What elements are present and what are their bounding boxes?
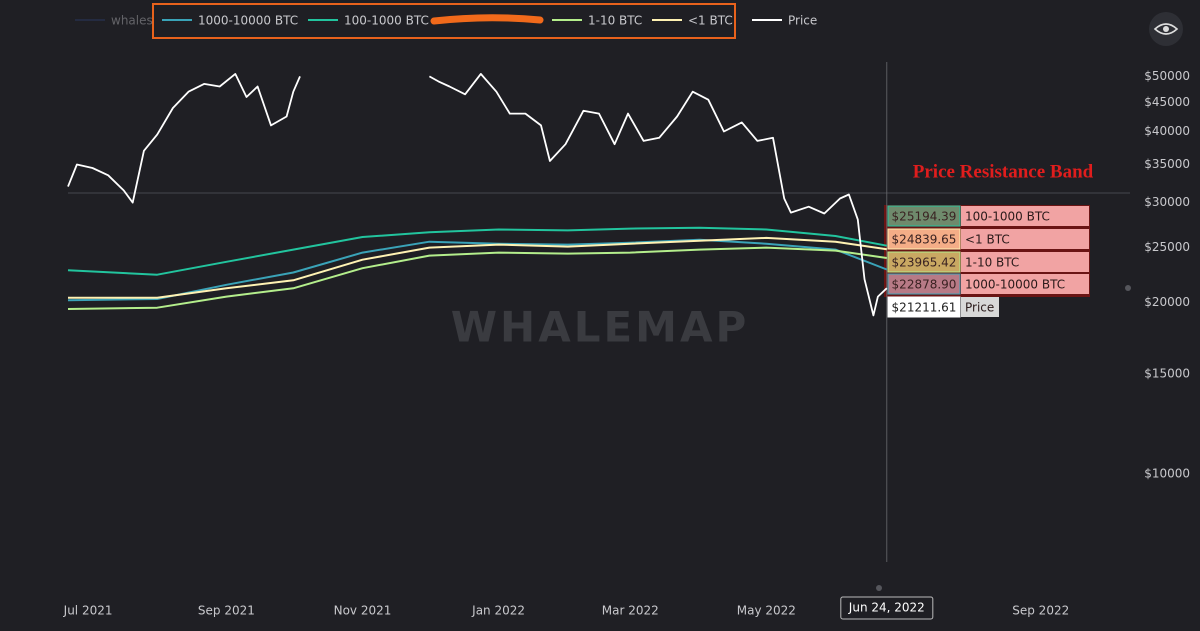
y-tick-label: $20000 [1144,295,1190,309]
legend-label: <1 BTC [688,14,733,28]
value-tag [887,273,961,295]
value-label: $21211.61 [892,301,957,315]
x-tick-label: Sep 2022 [1012,604,1069,618]
series-line [67,246,887,310]
value-label: $25194.39 [892,210,957,224]
legend-label: whales [111,14,153,28]
y-tick-label: $10000 [1144,466,1190,480]
name-label: 100-1000 BTC [965,210,1050,224]
y-tick-label: $40000 [1144,124,1190,138]
value-tag [887,205,961,227]
y-tick-label: $35000 [1144,157,1190,171]
legend-label: 100-1000 BTC [344,14,429,28]
legend-label: 1000-10000 BTC [198,14,298,28]
y-tick-label: $15000 [1144,366,1190,380]
x-tick-label: Jan 2022 [471,604,525,618]
scribble [430,14,544,25]
name-tag [961,274,1089,294]
legend-highlight [152,3,736,39]
value-tag [887,228,961,250]
name-label: Price [965,301,994,315]
x-tick-label: Sep 2021 [198,604,255,618]
name-label: 1-10 BTC [965,256,1019,270]
y-tick-label: $50000 [1144,69,1190,83]
series-line [68,236,887,299]
x-tick-label: May 2022 [737,604,796,618]
name-tag [961,297,999,317]
y-tick-label: $30000 [1144,195,1190,209]
value-label: $23965.42 [892,256,957,270]
annotation: Price Resistance Band [913,161,1094,182]
legend-label: Price [788,14,817,28]
name-label: <1 BTC [965,233,1010,247]
watermark: WHALEMAP [451,303,750,352]
name-tag [961,252,1089,272]
series-line [67,73,888,317]
x-tick-label: Nov 2021 [334,604,392,618]
eye-icon [1153,23,1179,35]
value-label: $22878.90 [892,278,957,292]
crosshair-box [840,596,934,620]
dot [1125,285,1131,291]
series-line [67,238,888,302]
value-tag [887,296,961,318]
dot [876,585,882,591]
y-tick-label: $25000 [1144,240,1190,254]
legend-label: 1-10 BTC [588,14,642,28]
value-tag [887,251,961,273]
series-line [67,226,887,276]
eye-pupil [1163,26,1169,32]
value-label: $24839.65 [892,233,957,247]
y-tick-label: $45000 [1144,95,1190,109]
name-tag [961,229,1089,249]
name-tag [961,206,1089,226]
name-label: 1000-10000 BTC [965,278,1065,292]
x-tick-label: Mar 2022 [602,604,659,618]
x-tick-label: Jul 2021 [63,604,113,618]
crosshair-label: Jun 24, 2022 [848,601,925,615]
